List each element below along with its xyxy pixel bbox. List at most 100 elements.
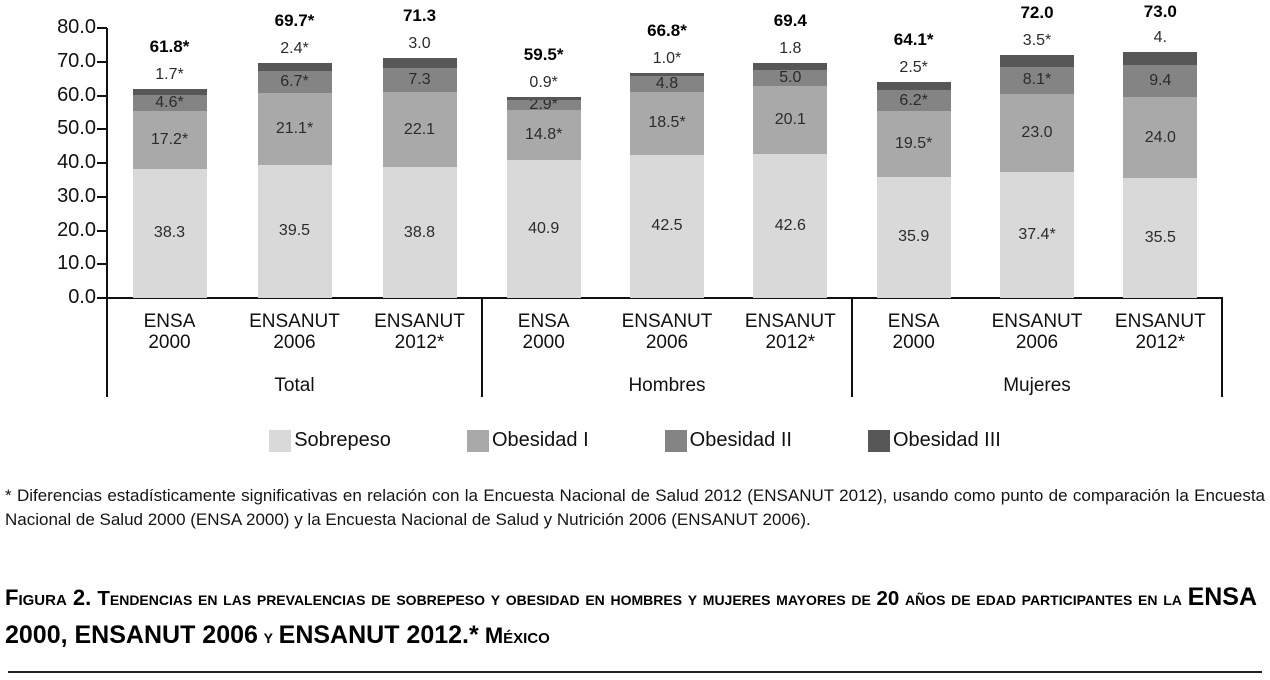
bar-segment-value: 17.2*: [150, 130, 189, 148]
bar-segment-value: 0.9*: [529, 74, 558, 92]
x-axis-category-label: 2000: [148, 332, 191, 353]
bar-segment: [1123, 51, 1198, 66]
x-axis-category-label: ENSANUT: [991, 311, 1083, 332]
bar-segment: [506, 100, 581, 110]
bar-segment: [382, 167, 457, 298]
bar-segment-value: 4.8: [655, 75, 679, 93]
group-label: Mujeres: [1003, 375, 1071, 396]
bar-segment: [630, 154, 704, 298]
bar-segment: [257, 93, 332, 165]
y-axis-line: [106, 28, 108, 397]
x-axis-category-label: ENSA: [517, 311, 570, 332]
bar-segment-value: 7.3: [408, 71, 431, 89]
bar-segment: [753, 86, 828, 155]
bar-segment: [630, 92, 704, 155]
footnote: * Diferencias estadísticamente significa…: [5, 486, 1265, 529]
x-axis-category-label: ENSA: [887, 311, 940, 332]
bar-segment: [506, 97, 581, 101]
bar-segment-value: 6.2*: [899, 91, 928, 109]
legend-item: Obesidad III: [867, 429, 1001, 452]
y-axis-tick-mark: [97, 128, 107, 131]
bar-segment: [1000, 55, 1074, 67]
legend-swatch: [664, 429, 687, 452]
bar-segment-value: 22.1: [403, 120, 436, 138]
x-axis-line: [106, 297, 1223, 299]
x-axis-category-label: ENSANUT: [374, 311, 465, 332]
y-axis-tick-mark: [97, 195, 107, 198]
figure-caption: Figura 2. Tendencias en las prevalencias…: [5, 580, 1267, 656]
legend-label: Obesidad II: [689, 429, 792, 451]
bar-segment: [382, 57, 457, 68]
x-axis-category-label: 2006: [1015, 332, 1059, 353]
bar-total-value: 59.5*: [523, 45, 564, 65]
bar-segment-value: 3.5*: [1022, 32, 1052, 49]
bar-total-value: 61.8*: [149, 37, 190, 57]
bar-total-value: 72.0: [1020, 3, 1054, 22]
legend-label: Sobrepeso: [294, 429, 391, 451]
bar-segment-value: 18.5*: [648, 114, 686, 132]
y-axis-tick-label: 70.0: [57, 49, 96, 72]
bar-total-value: 73.0: [1143, 2, 1177, 21]
x-axis-category-label: 2006: [273, 332, 316, 353]
bar-total-value: 69.7*: [274, 10, 315, 30]
bar-segment-value: 35.9: [898, 228, 930, 246]
y-axis-tick-mark: [97, 94, 107, 97]
y-axis-tick-label: 50.0: [57, 117, 96, 140]
bar-total-value: 64.1*: [893, 29, 934, 49]
bar-segment: [630, 75, 704, 93]
x-axis-category-label: ENSANUT: [744, 311, 836, 332]
group-separator-line: [851, 298, 853, 397]
bar-segment-value: 24.0: [1144, 128, 1176, 146]
bar-segment-value: 6.7*: [280, 73, 309, 91]
bar-segment-value: 2.4*: [280, 39, 309, 57]
legend-item: Obesidad II: [664, 429, 792, 452]
x-axis-category-label: 2012*: [1135, 332, 1186, 353]
y-axis-tick-mark: [97, 27, 107, 29]
caption-text: ENSA 2000, ENSANUT 2006: [5, 583, 1257, 649]
bar-total-value: 69.4: [773, 11, 807, 31]
bar-segment: [1000, 66, 1074, 95]
bar-segment: [382, 67, 457, 93]
bar-segment: [630, 72, 704, 76]
bar-total-value: 71.3: [402, 5, 437, 25]
y-axis-tick-label: 0.0: [68, 286, 96, 308]
y-axis-tick-mark: [97, 229, 107, 232]
bar-segment-value: 42.5: [651, 217, 683, 235]
bar-segment: [257, 62, 332, 71]
bar-segment-value: 42.6: [774, 217, 806, 235]
y-axis-tick-mark: [97, 60, 107, 63]
bar-segment: [382, 92, 457, 168]
x-axis-category-label: 2000: [522, 332, 565, 353]
bottom-divider: [8, 671, 1262, 673]
bar-segment: [132, 95, 207, 111]
legend-swatch: [269, 429, 292, 452]
y-axis-tick-mark: [97, 162, 107, 164]
y-axis-tick-label: 80.0: [57, 16, 96, 38]
bar-segment: [1123, 65, 1198, 98]
bar-segment: [876, 81, 951, 91]
caption-text: Figura 2.: [5, 585, 98, 610]
bar-segment-value: 4.6*: [155, 93, 184, 111]
caption-text: México: [478, 623, 550, 648]
group-label: Total: [274, 375, 315, 396]
bar-segment-value: 1.8: [779, 40, 802, 58]
bar-segment-value: 39.5: [278, 222, 311, 240]
bar-segment-value: 1.7*: [155, 66, 184, 84]
bar-segment: [876, 176, 951, 298]
bar-segment: [876, 111, 951, 177]
x-axis-category-label: 2012*: [394, 332, 445, 353]
bar-segment-value: 2.9*: [529, 96, 558, 114]
legend-swatch: [466, 429, 489, 452]
bar-segment-value: 38.3: [153, 224, 186, 242]
bar-segment: [506, 159, 581, 298]
bar-total-value: 66.8*: [647, 20, 687, 40]
bar-segment: [257, 70, 332, 94]
bar-segment: [1000, 171, 1074, 298]
group-separator-line: [1221, 298, 1223, 397]
bar-segment-value: 14.8*: [524, 125, 563, 143]
x-axis-category-label: ENSANUT: [249, 311, 340, 332]
bar-segment: [132, 89, 207, 96]
bar-segment-value: 5.0: [779, 68, 802, 86]
bar-segment-value: 38.8: [403, 223, 436, 241]
